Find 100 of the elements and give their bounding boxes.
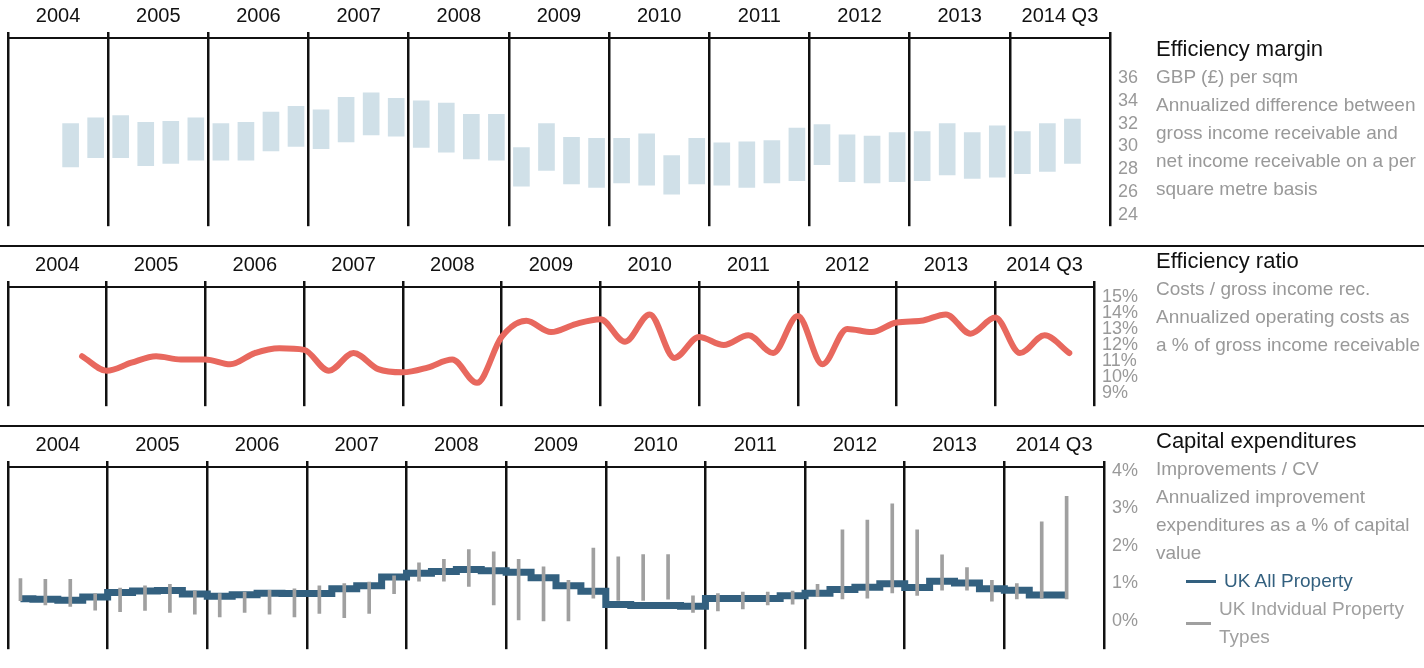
bar: [417, 562, 421, 582]
bar: [466, 549, 471, 587]
x-tick-label: 2011: [726, 252, 770, 275]
x-tick-label: 2010: [633, 432, 678, 455]
bar: [713, 142, 731, 186]
bar: [738, 141, 756, 188]
bar: [463, 114, 480, 160]
bar: [93, 593, 98, 611]
bar: [488, 114, 505, 161]
text: Annualized operating costs as a % of gross income receivable: [1156, 305, 1421, 357]
x-tick-label: 2009: [533, 432, 579, 455]
bar: [1039, 123, 1056, 172]
bar: [237, 122, 255, 161]
bar: [1064, 118, 1081, 164]
x-tick-label: 2005: [133, 252, 179, 275]
bar: [890, 503, 895, 594]
y-tick-label: 28: [1117, 158, 1139, 179]
x-tick-label: 2012: [832, 432, 878, 455]
bar: [965, 567, 969, 591]
bar: [688, 138, 706, 185]
bar: [168, 583, 172, 613]
y-tick-label: 26: [1117, 180, 1139, 201]
bar: [68, 579, 73, 607]
bar: [442, 559, 446, 582]
y-tick-label: 2%: [1111, 534, 1138, 555]
bar: [663, 155, 681, 195]
x-tick-label: 2006: [236, 3, 281, 26]
x-tick-label: 2008: [436, 3, 482, 26]
y-axis-title: Improvements / CV: [1156, 457, 1320, 481]
x-tick-label: 2006: [234, 432, 280, 455]
bar: [1014, 583, 1019, 600]
y-axis-title: GBP (£) per sqm: [1156, 65, 1300, 89]
x-tick-label: 2010: [627, 252, 672, 275]
bar: [1039, 521, 1044, 599]
bar: [513, 147, 530, 187]
bar: [387, 98, 405, 137]
y-tick-label: 1%: [1111, 572, 1138, 593]
bar: [638, 133, 655, 186]
x-tick-label: 2004: [35, 432, 81, 455]
bar: [262, 111, 280, 152]
text: Annualized difference between gross income receivable and net income receivable on a per square metre basis: [1156, 93, 1417, 201]
x-tick-label: 2007: [331, 252, 376, 275]
bar: [392, 575, 396, 594]
bar: [187, 117, 205, 161]
bar: [691, 595, 695, 613]
x-tick-label: 2011: [737, 3, 781, 26]
text: Efficiency margin: [1156, 35, 1325, 63]
bar: [641, 554, 645, 601]
bar: [838, 134, 856, 183]
bar: [613, 138, 630, 184]
bar: [716, 593, 720, 612]
x-tick-label: 2007: [334, 432, 379, 455]
bar: [342, 583, 347, 618]
bar: [765, 591, 770, 606]
x-tick-label: 2011: [733, 432, 777, 455]
bar: [913, 131, 931, 181]
bar: [491, 551, 496, 606]
x-tick-label: 2004: [35, 3, 81, 26]
x-tick-label: 2005: [136, 3, 181, 26]
bar: [143, 585, 147, 611]
bar: [563, 136, 580, 185]
bar: [616, 556, 621, 601]
bar: [763, 140, 781, 184]
bar: [337, 96, 355, 143]
bar: [666, 554, 670, 600]
x-tick-label: 2005: [135, 432, 180, 455]
bar: [367, 581, 372, 614]
x-tick-label: 2004: [35, 252, 80, 275]
bar: [118, 587, 122, 612]
bar: [888, 132, 906, 183]
bar: [87, 117, 104, 159]
y-axis-title: Costs / gross income rec.: [1156, 277, 1372, 301]
bar: [287, 106, 305, 147]
bar: [863, 135, 881, 184]
text: Efficiency ratio: [1156, 247, 1300, 275]
y-tick-label: 9%: [1101, 382, 1128, 403]
bar: [212, 123, 230, 161]
bar: [990, 580, 994, 602]
x-tick-label: 2009: [536, 3, 582, 26]
bar: [963, 132, 981, 179]
x-tick-label: 2013: [923, 252, 969, 275]
x-tick-label: 2007: [336, 3, 381, 26]
bar: [112, 115, 130, 159]
x-tick-label: 2014 Q3: [1006, 252, 1083, 275]
x-tick-label: 2006: [232, 252, 278, 275]
y-tick-label: 32: [1117, 112, 1139, 133]
x-tick-label: 2009: [528, 252, 574, 275]
bar: [162, 120, 180, 164]
x-tick-label: 2013: [937, 3, 982, 26]
bar: [813, 124, 831, 165]
text: Annualized improvement expenditures as a % of capital value: [1156, 485, 1411, 565]
text: Capital expenditures: [1156, 427, 1358, 455]
bar: [437, 102, 455, 153]
bar: [788, 127, 806, 181]
bar: [988, 125, 1006, 178]
x-tick-label: 2014 Q3: [1021, 3, 1099, 26]
bar: [137, 122, 155, 167]
bar: [1013, 131, 1031, 175]
y-tick-label: 34: [1117, 89, 1139, 110]
x-tick-label: 2012: [837, 3, 882, 26]
